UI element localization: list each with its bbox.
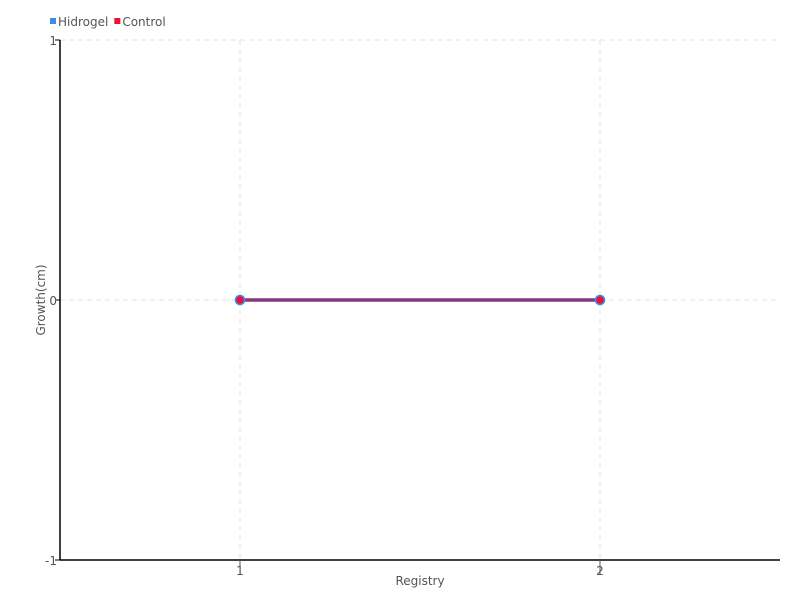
y-tick-label: 0 <box>49 294 57 308</box>
legend-label-hidrogel[interactable]: Hidrogel <box>58 15 108 29</box>
y-axis-label: Growth(cm) <box>34 264 48 335</box>
y-tick-label: -1 <box>45 554 57 568</box>
legend-swatch-hidrogel <box>50 18 56 24</box>
data-point-control <box>234 294 246 306</box>
y-tick-label: 1 <box>49 34 57 48</box>
legend-label-control[interactable]: Control <box>122 15 165 29</box>
legend[interactable]: Hidrogel Control <box>50 15 166 29</box>
x-tick-label: 2 <box>596 564 604 578</box>
x-tick-label: 1 <box>236 564 244 578</box>
data-point-control <box>594 294 606 306</box>
x-axis-label: Registry <box>395 574 444 588</box>
legend-swatch-control <box>114 18 121 24</box>
series-layer <box>234 294 606 306</box>
ticks: -1 0 1 1 2 <box>45 34 604 578</box>
